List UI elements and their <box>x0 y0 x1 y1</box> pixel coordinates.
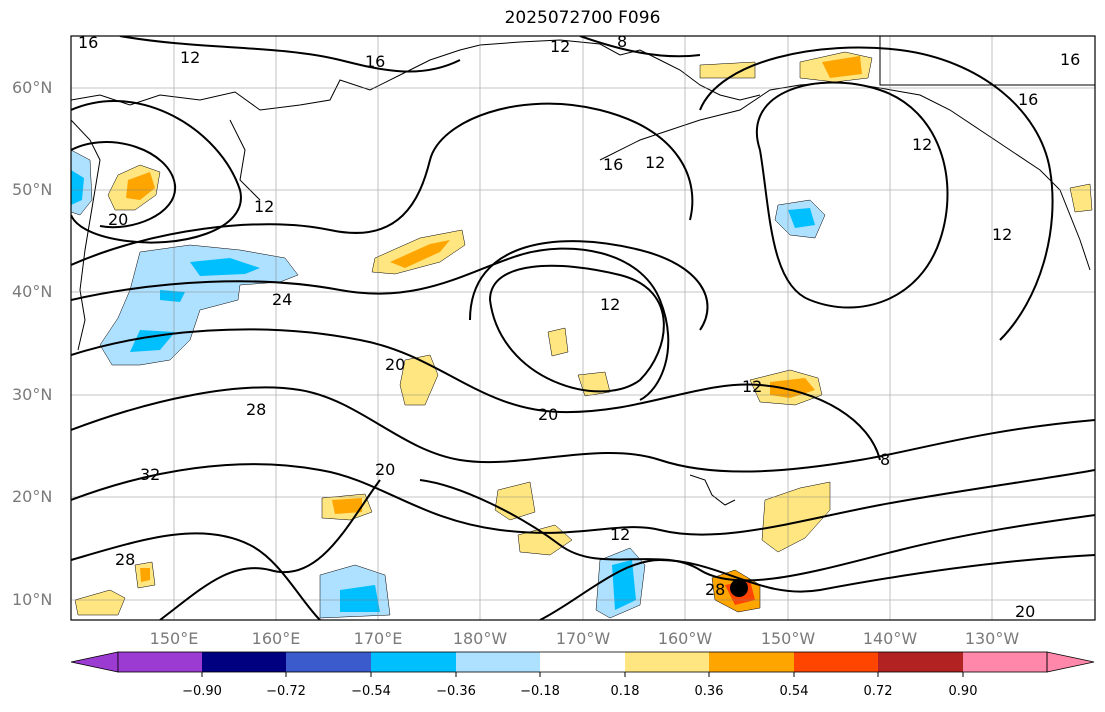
contour-label: 20 <box>385 355 405 374</box>
shade-cyan-s <box>340 585 380 612</box>
lat-label: 40°N <box>12 282 52 301</box>
contour-label: 12 <box>600 295 620 314</box>
colorbar-ticks <box>201 672 964 677</box>
shade-yellow-s2 <box>517 524 573 556</box>
shade-orange-nw <box>126 172 155 200</box>
colorbar-segment <box>286 652 371 672</box>
longitude-labels: 150°E 160°E 170°E 180°W 170°W 160°W 150°… <box>150 629 1020 648</box>
lat-label: 10°N <box>12 590 52 609</box>
gridlines <box>71 36 1095 620</box>
colorbar-extend-left <box>70 651 119 673</box>
storm-marker <box>730 579 748 597</box>
lat-label: 50°N <box>12 180 52 199</box>
anomaly-shading <box>71 51 1093 619</box>
contour-label: 20 <box>375 460 395 479</box>
contour-label: 20 <box>538 405 558 424</box>
colorbar-segment <box>202 652 286 672</box>
contour-label: 8 <box>880 450 890 469</box>
contour-label: 12 <box>992 225 1012 244</box>
lon-label: 150°W <box>761 629 816 648</box>
colorbar-segment <box>371 652 456 672</box>
contour-label-group: 16 12 8 12 16 16 12 16 12 16 12 20 12 24… <box>78 32 1080 621</box>
contour-label: 28 <box>705 580 725 599</box>
colorbar-extend-right <box>1046 651 1095 673</box>
shade-yellow-s <box>494 481 536 521</box>
lon-label: 180°W <box>453 629 508 648</box>
contour-label: 28 <box>246 400 266 419</box>
colorbar-label: −0.36 <box>436 684 476 699</box>
contour-label: 20 <box>1015 602 1035 621</box>
shade-yellow-sw2 <box>74 589 126 616</box>
contour-label: 12 <box>550 37 570 56</box>
shade-yellow-ne2 <box>699 61 756 79</box>
colorbar-segment <box>794 652 878 672</box>
lat-label: 20°N <box>12 487 52 506</box>
colorbar-label: −0.18 <box>520 684 560 699</box>
colorbar-label: 0.36 <box>695 684 724 699</box>
colorbar-segment <box>118 652 202 672</box>
colorbar-segment <box>963 652 1047 672</box>
contour-label: 12 <box>180 48 200 67</box>
contour-label: 28 <box>115 550 135 569</box>
shade-yellow-c3 <box>1069 183 1093 213</box>
lon-label: 170°E <box>354 629 403 648</box>
shade-orange-mid <box>390 240 450 268</box>
shade-orange-ne <box>822 56 862 78</box>
latitude-labels: 10°N 20°N 30°N 40°N 50°N 60°N <box>12 78 52 609</box>
colorbar-label: 0.18 <box>611 684 640 699</box>
lat-label: 30°N <box>12 385 52 404</box>
colorbar-label: 0.90 <box>949 684 978 699</box>
colorbar-label: 0.72 <box>864 684 893 699</box>
contour-label: 16 <box>1018 90 1038 109</box>
colorbar-segment <box>540 652 625 672</box>
colorbar-segment <box>456 652 540 672</box>
contour-label: 12 <box>645 153 665 172</box>
colorbar-outline <box>117 651 1048 673</box>
contour-lines <box>71 36 1095 620</box>
shade-yellow-c <box>547 327 569 357</box>
shade-cyan-edge <box>71 170 84 205</box>
colorbar-segment <box>709 652 794 672</box>
map-title: 2025072700 F096 <box>504 8 661 28</box>
colorbar-label: −0.54 <box>351 684 391 699</box>
shade-orange-sw3 <box>140 568 150 582</box>
lon-label: 160°E <box>252 629 301 648</box>
coastlines <box>71 36 1095 506</box>
lon-label: 140°W <box>863 629 918 648</box>
shade-cyan-gulf <box>788 208 815 228</box>
shade-orange-sw <box>332 498 362 514</box>
contour-label: 16 <box>1060 50 1080 69</box>
contour-label: 16 <box>78 33 98 52</box>
shade-cyan-west <box>130 258 260 352</box>
colorbar: −0.90 −0.72 −0.54 −0.36 −0.18 0.18 0.36 … <box>70 651 1095 699</box>
lon-label: 160°W <box>658 629 713 648</box>
lon-label: 130°W <box>965 629 1020 648</box>
colorbar-label: −0.72 <box>266 684 306 699</box>
contour-label: 8 <box>617 32 627 51</box>
lon-label: 150°E <box>150 629 199 648</box>
contour-label: 12 <box>912 135 932 154</box>
contour-label: 12 <box>610 525 630 544</box>
shade-yellow-mid2 <box>399 354 439 406</box>
contour-label: 16 <box>365 52 385 71</box>
colorbar-segment <box>625 652 709 672</box>
contour-label: 32 <box>140 465 160 484</box>
contour-label: 24 <box>272 290 292 309</box>
colorbar-label: −0.90 <box>182 684 222 699</box>
lon-label: 170°W <box>556 629 611 648</box>
shade-yellow-e2 <box>761 481 831 553</box>
colorbar-label: 0.54 <box>780 684 809 699</box>
map-frame <box>70 35 1096 621</box>
contour-label: 16 <box>603 155 623 174</box>
contour-label: 12 <box>254 197 274 216</box>
contour-label: 20 <box>108 210 128 229</box>
colorbar-segment <box>878 652 963 672</box>
contour-label: 12 <box>742 377 762 396</box>
lat-label: 60°N <box>12 78 52 97</box>
